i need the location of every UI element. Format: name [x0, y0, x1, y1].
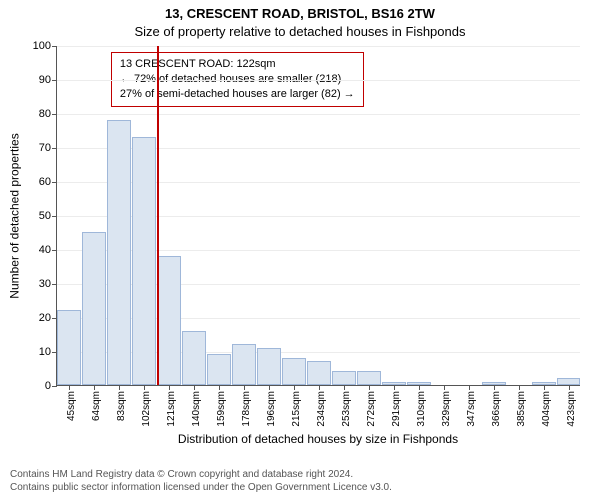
- histogram-bar: [557, 378, 581, 385]
- x-tick-mark: [369, 385, 370, 390]
- y-tick-label: 90: [39, 74, 57, 86]
- gridline: [57, 80, 580, 81]
- x-tick-mark: [169, 385, 170, 390]
- x-tick-mark: [219, 385, 220, 390]
- x-tick-mark: [394, 385, 395, 390]
- histogram-bar: [357, 371, 381, 385]
- x-tick-mark: [494, 385, 495, 390]
- x-tick-mark: [469, 385, 470, 390]
- x-tick-label: 178sqm: [241, 391, 252, 427]
- x-tick-mark: [344, 385, 345, 390]
- footer-line-2: Contains public sector information licen…: [10, 481, 392, 494]
- x-tick-mark: [569, 385, 570, 390]
- y-tick-label: 70: [39, 142, 57, 154]
- x-tick-label: 159sqm: [216, 391, 227, 427]
- x-tick-mark: [69, 385, 70, 390]
- chart-title-address: 13, CRESCENT ROAD, BRISTOL, BS16 2TW: [0, 6, 600, 21]
- x-tick-mark: [319, 385, 320, 390]
- x-tick-mark: [419, 385, 420, 390]
- y-tick-label: 80: [39, 108, 57, 120]
- gridline: [57, 46, 580, 47]
- x-tick-label: 64sqm: [91, 391, 102, 421]
- x-tick-label: 404sqm: [541, 391, 552, 427]
- x-tick-label: 234sqm: [316, 391, 327, 427]
- histogram-bar: [157, 256, 181, 385]
- x-tick-mark: [119, 385, 120, 390]
- histogram-bar: [207, 354, 231, 385]
- histogram-bar: [257, 348, 281, 385]
- y-tick-label: 10: [39, 346, 57, 358]
- histogram-bar: [132, 137, 156, 385]
- x-tick-mark: [144, 385, 145, 390]
- y-axis-label: Number of detached properties: [6, 46, 24, 386]
- y-tick-label: 50: [39, 210, 57, 222]
- x-tick-label: 423sqm: [566, 391, 577, 427]
- x-tick-label: 83sqm: [116, 391, 127, 421]
- gridline: [57, 114, 580, 115]
- x-tick-mark: [269, 385, 270, 390]
- footer-line-1: Contains HM Land Registry data © Crown c…: [10, 468, 392, 481]
- histogram-bar: [282, 358, 306, 385]
- x-tick-label: 140sqm: [191, 391, 202, 427]
- x-tick-mark: [194, 385, 195, 390]
- x-tick-mark: [519, 385, 520, 390]
- chart-container: 13, CRESCENT ROAD, BRISTOL, BS16 2TW Siz…: [0, 0, 600, 500]
- x-tick-label: 45sqm: [66, 391, 77, 421]
- x-tick-label: 196sqm: [266, 391, 277, 427]
- y-axis-label-text: Number of detached properties: [8, 133, 22, 298]
- x-tick-label: 385sqm: [516, 391, 527, 427]
- x-tick-label: 272sqm: [366, 391, 377, 427]
- x-tick-mark: [544, 385, 545, 390]
- histogram-bar: [232, 344, 256, 385]
- plot-area: 13 CRESCENT ROAD: 122sqm← 72% of detache…: [56, 46, 580, 386]
- x-tick-label: 329sqm: [441, 391, 452, 427]
- histogram-bar: [332, 371, 356, 385]
- x-tick-mark: [244, 385, 245, 390]
- histogram-bar: [182, 331, 206, 385]
- reference-line: [157, 46, 159, 385]
- histogram-bar: [82, 232, 106, 385]
- y-tick-label: 20: [39, 312, 57, 324]
- y-tick-label: 0: [45, 380, 57, 392]
- y-tick-label: 60: [39, 176, 57, 188]
- x-tick-label: 215sqm: [291, 391, 302, 427]
- y-tick-label: 100: [33, 40, 57, 52]
- y-tick-label: 40: [39, 244, 57, 256]
- x-tick-label: 291sqm: [391, 391, 402, 427]
- x-tick-mark: [94, 385, 95, 390]
- x-tick-mark: [294, 385, 295, 390]
- x-tick-label: 366sqm: [491, 391, 502, 427]
- x-tick-label: 253sqm: [341, 391, 352, 427]
- x-tick-label: 347sqm: [466, 391, 477, 427]
- x-tick-label: 310sqm: [416, 391, 427, 427]
- x-axis-label: Distribution of detached houses by size …: [56, 432, 580, 446]
- annotation-line: 13 CRESCENT ROAD: 122sqm: [120, 57, 355, 72]
- y-tick-label: 30: [39, 278, 57, 290]
- chart-footer: Contains HM Land Registry data © Crown c…: [10, 468, 392, 494]
- x-tick-label: 102sqm: [141, 391, 152, 427]
- chart-subtitle: Size of property relative to detached ho…: [0, 24, 600, 39]
- x-tick-label: 121sqm: [166, 391, 177, 427]
- histogram-bar: [107, 120, 131, 385]
- histogram-bar: [307, 361, 331, 385]
- histogram-bar: [57, 310, 81, 385]
- x-tick-mark: [444, 385, 445, 390]
- annotation-line: 27% of semi-detached houses are larger (…: [120, 87, 355, 102]
